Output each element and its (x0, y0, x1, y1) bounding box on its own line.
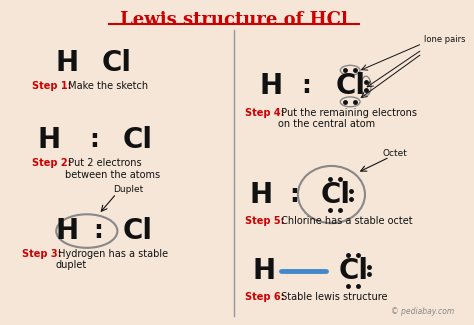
Text: Lewis structure of HCl: Lewis structure of HCl (120, 11, 348, 29)
Text: lone pairs: lone pairs (424, 35, 465, 44)
Text: Put the remaining electrons
on the central atom: Put the remaining electrons on the centr… (278, 108, 417, 129)
Text: Step 6:: Step 6: (245, 292, 284, 302)
Text: :: : (89, 128, 99, 152)
Text: Put 2 electrons
between the atoms: Put 2 electrons between the atoms (65, 158, 160, 180)
Text: :: : (94, 219, 104, 243)
Text: Cl: Cl (335, 72, 365, 100)
Text: H: H (55, 217, 79, 245)
Text: H: H (253, 256, 276, 284)
Text: Cl: Cl (101, 49, 131, 77)
Text: Step 2:: Step 2: (32, 158, 71, 168)
Text: Stable lewis structure: Stable lewis structure (278, 292, 388, 302)
Text: Chlorine has a stable octet: Chlorine has a stable octet (278, 216, 413, 226)
Text: Step 4:: Step 4: (245, 108, 284, 118)
Text: Cl: Cl (123, 217, 153, 245)
Text: H: H (260, 72, 283, 100)
Text: H: H (250, 181, 273, 209)
Text: Hydrogen has a stable
duplet: Hydrogen has a stable duplet (55, 249, 168, 270)
Text: :: : (301, 74, 311, 98)
Text: Step 1:: Step 1: (32, 81, 71, 91)
Text: Duplet: Duplet (113, 185, 143, 194)
Text: H: H (55, 49, 79, 77)
Text: H: H (38, 126, 61, 154)
Text: Octet: Octet (382, 149, 407, 158)
Text: Cl: Cl (338, 256, 368, 284)
Text: Step 5:: Step 5: (245, 216, 284, 226)
Text: © pediabay.com: © pediabay.com (391, 307, 454, 316)
Text: :: : (289, 183, 299, 207)
Text: Make the sketch: Make the sketch (65, 81, 148, 91)
Text: Step 3:: Step 3: (22, 249, 61, 259)
Text: Cl: Cl (320, 181, 350, 209)
Text: Cl: Cl (123, 126, 153, 154)
